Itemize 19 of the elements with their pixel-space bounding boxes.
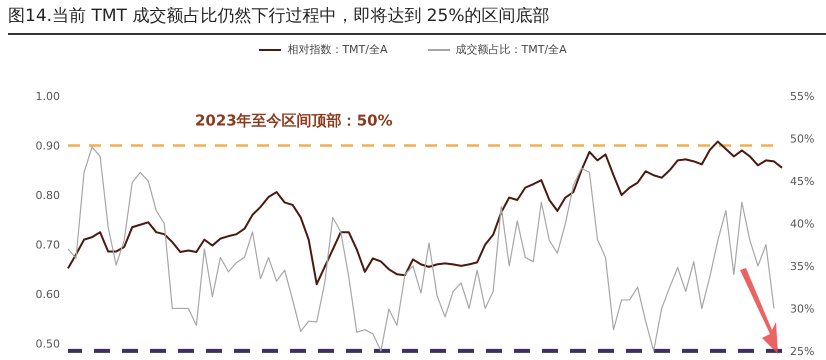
line-series (67, 140, 783, 286)
y2-tick-label: 30% (790, 302, 814, 316)
y-tick-label: 0.70 (36, 238, 60, 252)
ref-line-label: 2023年至今区间顶部：50% (195, 112, 393, 130)
y2-tick-label: 25% (790, 344, 814, 358)
y-tick-label: 1.00 (36, 90, 60, 103)
line-series (67, 146, 775, 352)
y-tick-label: 0.60 (36, 288, 60, 301)
y-tick-label: 0.50 (36, 338, 60, 351)
chart-title: 图14.当前 TMT 成交额占比仍然下行过程中，即将达到 25%的区间底部 (8, 5, 550, 27)
y-tick-label: 0.90 (36, 139, 60, 152)
legend-label: 相对指数：TMT/全A (286, 42, 388, 57)
y2-tick-label: 35% (790, 260, 814, 273)
y-tick-label: 0.80 (36, 188, 60, 202)
legend-label: 成交额占比：TMT/全A (454, 42, 567, 57)
y2-tick-label: 45% (790, 174, 814, 188)
y2-tick-label: 40% (790, 217, 814, 230)
y2-tick-label: 55% (790, 90, 814, 103)
y2-tick-label: 50% (790, 132, 814, 146)
